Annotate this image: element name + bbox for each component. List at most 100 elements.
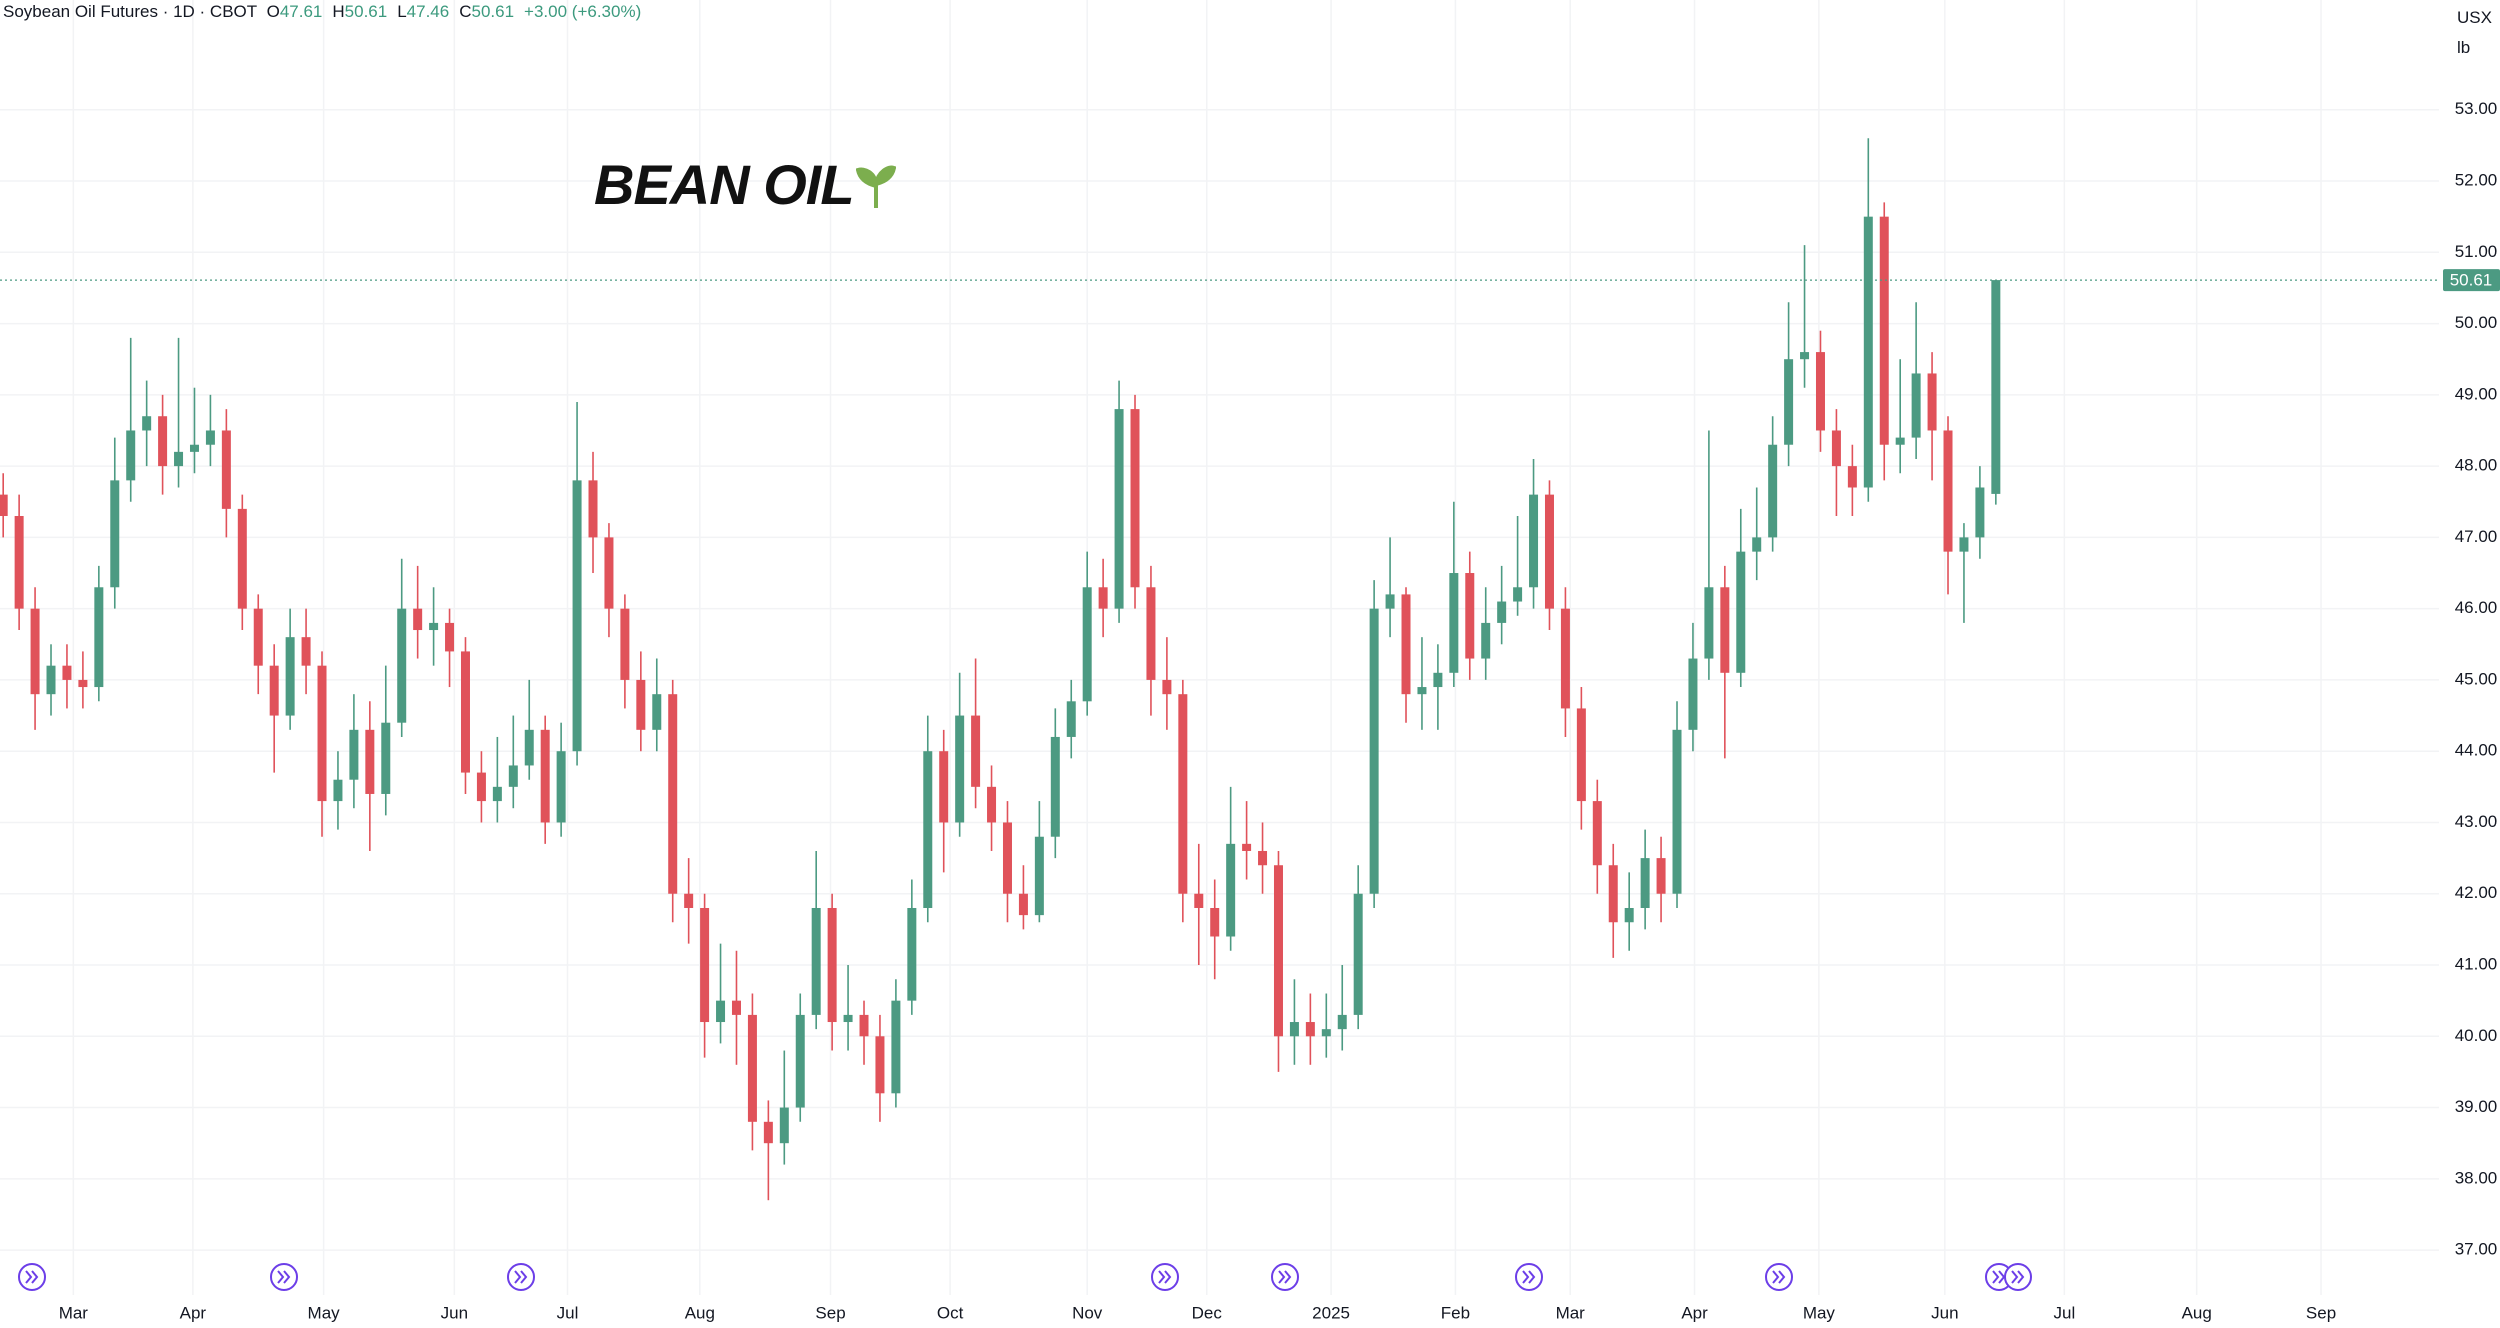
x-tick-label: May [308,1303,341,1322]
candle-body [620,608,630,680]
candle-body [397,608,407,723]
candle-body [652,694,662,730]
candle-body [795,1014,805,1108]
candle-body [1002,822,1012,894]
candle-body [859,1014,869,1037]
candle-body [891,1000,901,1094]
candle-body [126,430,136,481]
candle-body [429,622,439,631]
price-tag-label: 50.61 [2450,271,2493,290]
candle-body [588,480,598,538]
candle-body [1576,708,1586,802]
candle-body [1943,430,1953,552]
candle-body [1050,736,1060,837]
y-tick-label: 53.00 [2455,99,2498,118]
ohlc-key: H [332,2,345,21]
candle-body [1034,836,1044,916]
candle-body [1194,893,1204,908]
candle-body [1752,537,1762,552]
candle-body [1130,409,1140,588]
candle-body [987,786,997,823]
candle-body [1927,373,1937,431]
candle-body [1847,466,1857,488]
candle-body [556,751,566,823]
candle-body [1529,494,1539,588]
candle-body [1704,587,1714,659]
candle-body [1911,373,1921,438]
candle-body [0,494,8,517]
x-tick-label: Jul [2054,1303,2076,1322]
candle-body [1688,658,1698,730]
x-tick-label: Apr [180,1303,207,1322]
x-tick-label: 2025 [1312,1303,1350,1322]
candle-body [1991,280,2001,494]
candle-body [30,608,40,695]
candle-body [1784,359,1794,445]
candle-body [110,480,120,588]
candle-body [237,508,247,609]
candle-body [221,430,231,509]
candle-body [381,722,391,794]
candle-body [1369,608,1379,894]
candle-body [540,729,550,823]
x-tick-label: May [1803,1303,1836,1322]
y-tick-label: 49.00 [2455,384,2498,403]
x-tick-label: Oct [937,1303,964,1322]
candle-body [1242,843,1252,851]
candle-body [971,715,981,787]
sprout-icon [855,165,896,208]
candle-body [508,765,518,787]
event-icon [1151,1263,1179,1291]
candle-body [875,1036,885,1094]
candle-body [1831,430,1841,467]
y-tick-label: 50.00 [2455,313,2498,332]
y-tick-label: 44.00 [2455,741,2498,760]
unit: lb [2457,38,2471,57]
candle-body [955,715,965,823]
candle-body [716,1000,726,1023]
event-icon [1271,1263,1299,1291]
event-icon [2004,1263,2032,1291]
candle-body [1337,1014,1347,1030]
candle-body [923,751,933,908]
candle-body [1353,893,1363,1015]
x-tick-label: Jul [557,1303,579,1322]
candle-body [14,516,24,609]
candle-body [1401,594,1411,695]
candle-body [301,637,311,666]
ohlc-value: 47.46 [406,2,450,21]
candle-body [1162,679,1172,695]
candle-body [460,651,470,773]
candle-body [1768,444,1778,538]
candle-body [572,480,582,752]
candle-body [1497,601,1507,623]
candle-body [684,893,694,908]
candle-body [907,907,917,1001]
y-tick-label: 46.00 [2455,598,2498,617]
candle-body [142,416,152,431]
candle-body [1608,865,1618,923]
header: Soybean Oil Futures · 1D · CBOT O 47.61 H… [3,2,651,22]
x-tick-label: Aug [685,1303,715,1322]
y-tick-label: 38.00 [2455,1168,2498,1187]
x-tick-label: Sep [2306,1303,2336,1322]
x-tick-label: Sep [815,1303,845,1322]
candle-body [1098,587,1108,609]
candle-body [333,779,343,802]
y-tick-label: 41.00 [2455,954,2498,973]
candle-body [636,679,646,730]
y-tick-label: 39.00 [2455,1097,2498,1116]
candle-body [1592,801,1602,866]
candle-body [1720,587,1730,673]
event-icon [1515,1263,1543,1291]
candle-body [1481,622,1491,659]
candle-body [1544,494,1554,609]
candle-body [413,608,423,631]
candle-body [1863,216,1873,488]
event-icon [270,1263,298,1291]
watermark: BEAN OIL [594,152,896,217]
y-tick-label: 48.00 [2455,456,2498,475]
ohlc-key: L [397,2,407,21]
